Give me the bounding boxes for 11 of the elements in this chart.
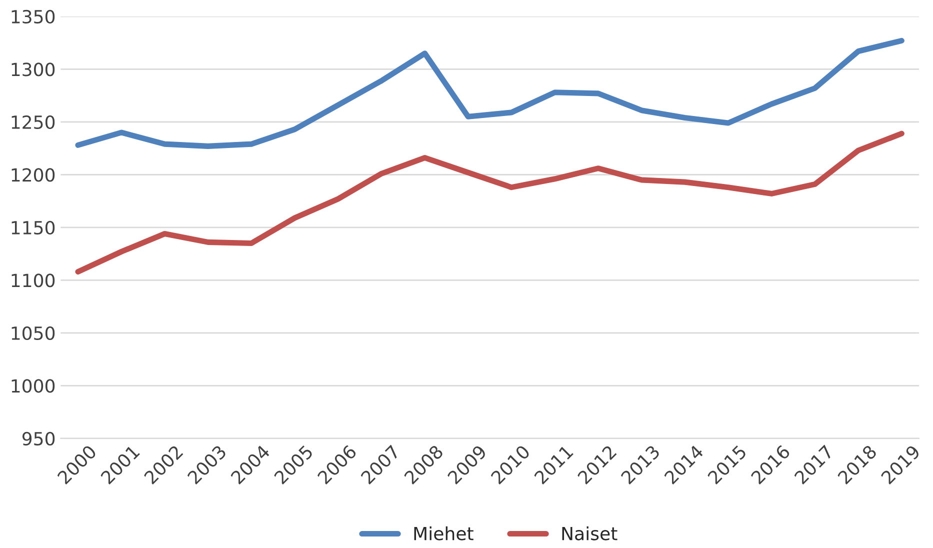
y-tick-label: 1150 [12, 220, 55, 235]
y-tick-label: 950 [22, 432, 55, 446]
legend-label: Naiset [562, 526, 618, 540]
legend-label: Miehet [414, 526, 474, 540]
y-tick-label: 1350 [12, 10, 55, 24]
y-tick-label: 1100 [12, 274, 55, 288]
y-tick-label: 1200 [12, 168, 55, 182]
y-tick-label: 1250 [12, 115, 55, 130]
y-tick-label: 1050 [12, 326, 55, 340]
y-tick-label: 1000 [12, 379, 55, 393]
y-tick-label: 1300 [12, 62, 55, 76]
